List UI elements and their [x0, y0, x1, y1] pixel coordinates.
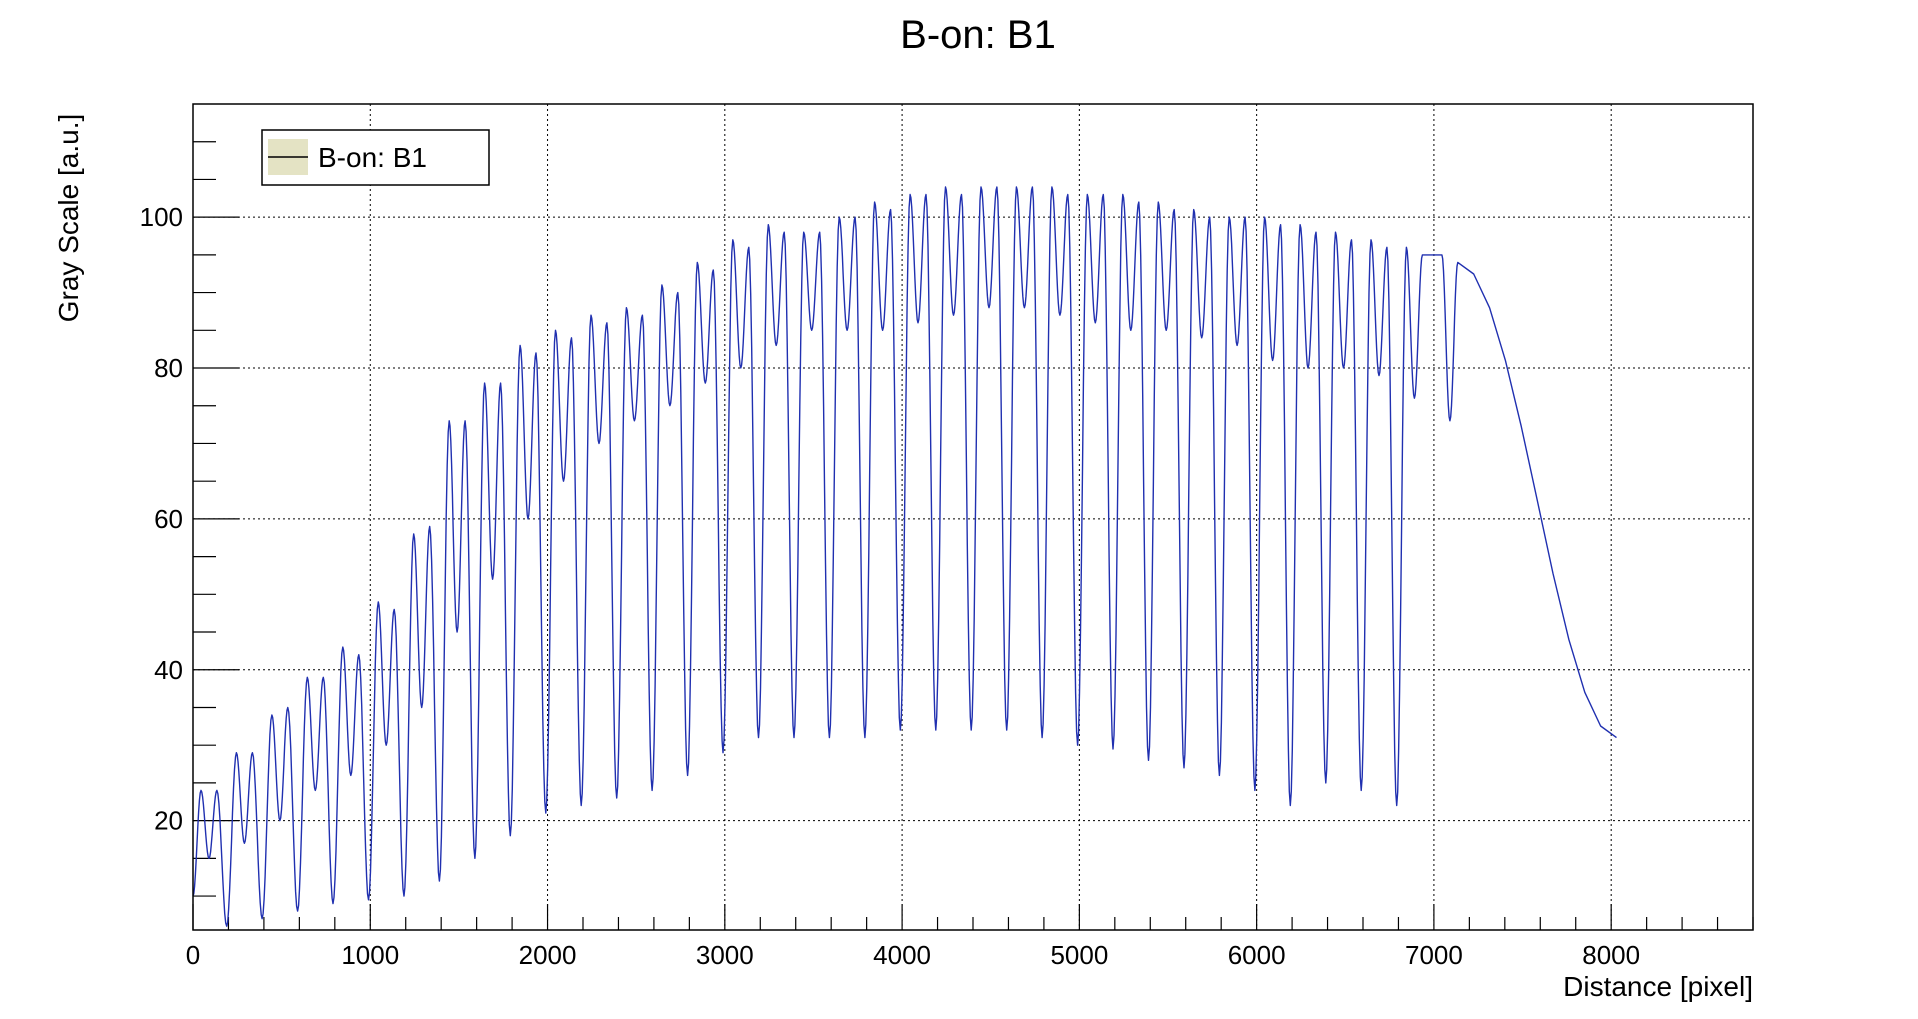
- x-tick-label: 0: [186, 940, 200, 970]
- x-axis-title: Distance [pixel]: [1563, 971, 1753, 1002]
- x-tick-label: 2000: [519, 940, 577, 970]
- axes: 0 1000 2000 3000 4000 5000 6000 7000 8000 20 40 60 8…: [140, 141, 1754, 970]
- x-tick-label: 3000: [696, 940, 754, 970]
- x-tick-label: 6000: [1228, 940, 1286, 970]
- y-tick-label: 80: [154, 353, 183, 383]
- plot-frame: [192, 103, 1754, 931]
- x-tick-label: 4000: [873, 940, 931, 970]
- y-tick-label: 100: [140, 202, 183, 232]
- x-tick-label: 1000: [341, 940, 399, 970]
- legend: B-on: B1: [261, 129, 490, 186]
- chart-title: B-on: B1: [900, 13, 1056, 57]
- y-axis-title: Gray Scale [a.u.]: [53, 114, 84, 323]
- x-tick-label: 7000: [1405, 940, 1463, 970]
- y-tick-label: 60: [154, 504, 183, 534]
- series-line-b-on-b1: [192, 186, 1617, 927]
- legend-entry-label: B-on: B1: [318, 142, 427, 173]
- x-tick-label: 8000: [1582, 940, 1640, 970]
- x-tick-label: 5000: [1050, 940, 1108, 970]
- series-layer: [192, 186, 1617, 927]
- y-tick-label: 20: [154, 806, 183, 836]
- y-tick-label: 40: [154, 655, 183, 685]
